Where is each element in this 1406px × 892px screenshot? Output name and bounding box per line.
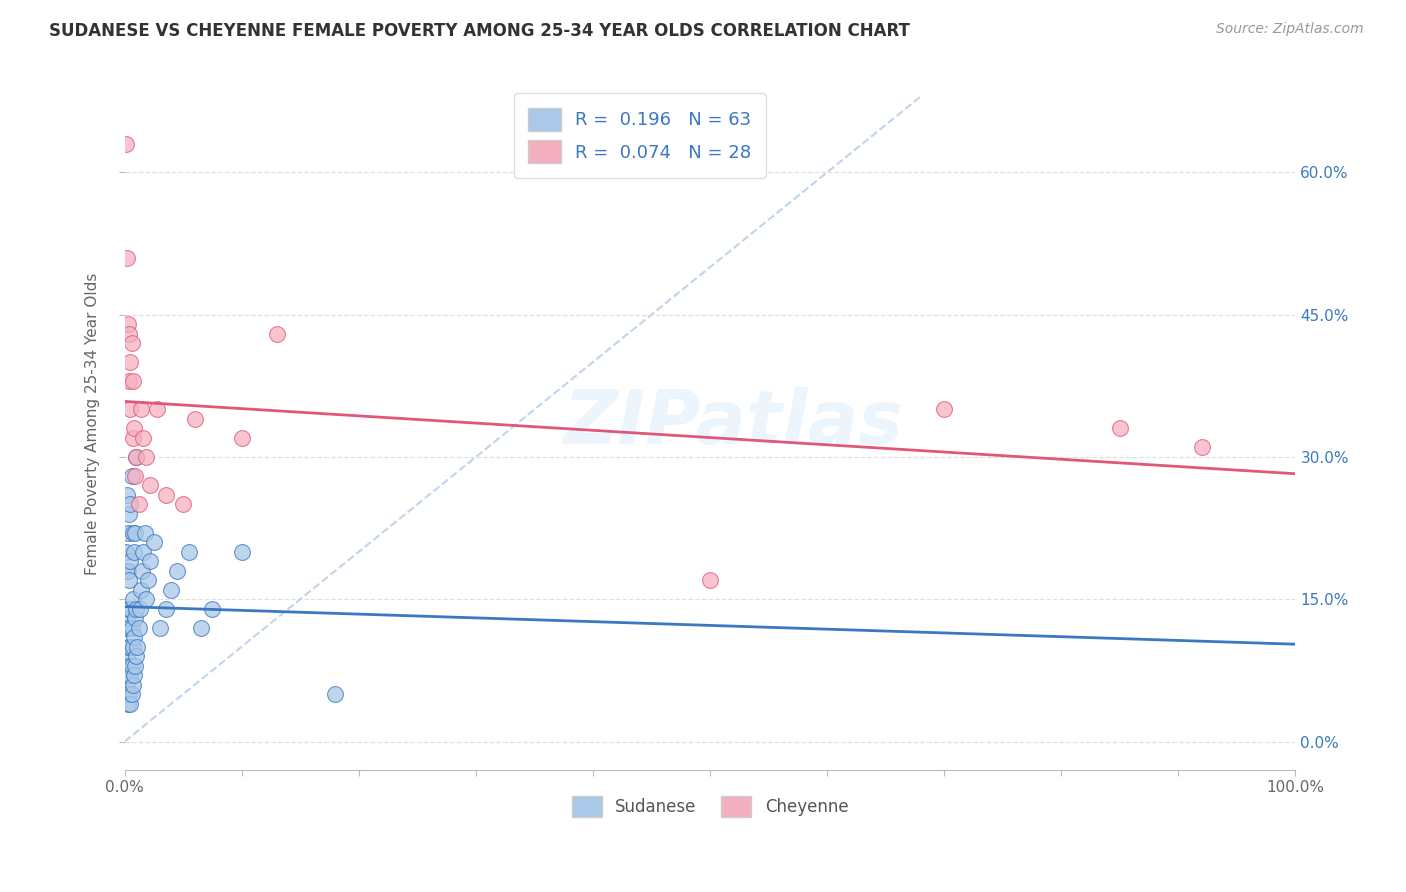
Point: [120, 640, 142, 654]
Point: [117, 640, 139, 654]
Point: [121, 525, 143, 540]
Point: [114, 687, 136, 701]
Y-axis label: Female Poverty Among 25-34 Year Olds: Female Poverty Among 25-34 Year Olds: [86, 273, 100, 575]
Point: [121, 621, 143, 635]
Point: [172, 497, 194, 511]
Point: [115, 564, 138, 578]
Point: [129, 582, 152, 597]
Point: [114, 621, 136, 635]
Text: Source: ZipAtlas.com: Source: ZipAtlas.com: [1216, 22, 1364, 37]
Point: [125, 649, 148, 664]
Point: [184, 412, 207, 426]
Point: [118, 326, 141, 341]
Point: [201, 601, 224, 615]
Point: [190, 621, 212, 635]
Point: [115, 649, 138, 664]
Point: [155, 488, 177, 502]
Point: [118, 574, 141, 588]
Point: [115, 611, 138, 625]
Point: [121, 431, 143, 445]
Legend: Sudanese, Cheyenne: Sudanese, Cheyenne: [565, 789, 855, 824]
Point: [121, 678, 143, 692]
Point: [121, 374, 143, 388]
Point: [125, 601, 148, 615]
Point: [131, 564, 153, 578]
Point: [266, 326, 288, 341]
Point: [128, 621, 150, 635]
Point: [1108, 421, 1130, 435]
Point: [125, 450, 148, 464]
Point: [122, 630, 145, 644]
Point: [120, 668, 142, 682]
Point: [124, 469, 146, 483]
Point: [117, 525, 139, 540]
Point: [117, 317, 139, 331]
Point: [118, 621, 141, 635]
Point: [122, 545, 145, 559]
Point: [149, 621, 172, 635]
Point: [132, 431, 155, 445]
Point: [125, 450, 148, 464]
Point: [124, 525, 146, 540]
Point: [231, 545, 253, 559]
Point: [166, 564, 188, 578]
Point: [134, 525, 156, 540]
Point: [117, 601, 139, 615]
Point: [121, 336, 143, 351]
Point: [120, 601, 142, 615]
Point: [118, 658, 141, 673]
Point: [146, 402, 169, 417]
Point: [114, 136, 136, 151]
Point: [120, 497, 142, 511]
Point: [139, 554, 162, 568]
Point: [1191, 441, 1213, 455]
Point: [142, 535, 165, 549]
Point: [117, 668, 139, 682]
Point: [121, 658, 143, 673]
Point: [122, 668, 145, 682]
Point: [127, 640, 149, 654]
Point: [135, 450, 157, 464]
Point: [325, 687, 347, 701]
Point: [132, 545, 155, 559]
Point: [117, 564, 139, 578]
Point: [120, 697, 142, 711]
Point: [114, 545, 136, 559]
Point: [117, 697, 139, 711]
Point: [135, 592, 157, 607]
Point: [115, 251, 138, 265]
Point: [136, 574, 159, 588]
Text: SUDANESE VS CHEYENNE FEMALE POVERTY AMONG 25-34 YEAR OLDS CORRELATION CHART: SUDANESE VS CHEYENNE FEMALE POVERTY AMON…: [49, 22, 910, 40]
Point: [121, 592, 143, 607]
Point: [934, 402, 956, 417]
Point: [121, 469, 143, 483]
Point: [121, 640, 143, 654]
Point: [115, 678, 138, 692]
Point: [115, 488, 138, 502]
Point: [155, 601, 177, 615]
Point: [124, 658, 146, 673]
Point: [128, 497, 150, 511]
Point: [231, 431, 253, 445]
Point: [120, 402, 142, 417]
Point: [124, 611, 146, 625]
Point: [120, 355, 142, 369]
Point: [118, 687, 141, 701]
Point: [177, 545, 200, 559]
Point: [160, 582, 183, 597]
Text: ZIPatlas: ZIPatlas: [564, 387, 904, 460]
Point: [129, 402, 152, 417]
Point: [118, 374, 141, 388]
Point: [139, 478, 162, 492]
Point: [118, 507, 141, 521]
Point: [122, 421, 145, 435]
Point: [120, 554, 142, 568]
Point: [699, 574, 721, 588]
Point: [121, 687, 143, 701]
Point: [114, 658, 136, 673]
Point: [128, 601, 150, 615]
